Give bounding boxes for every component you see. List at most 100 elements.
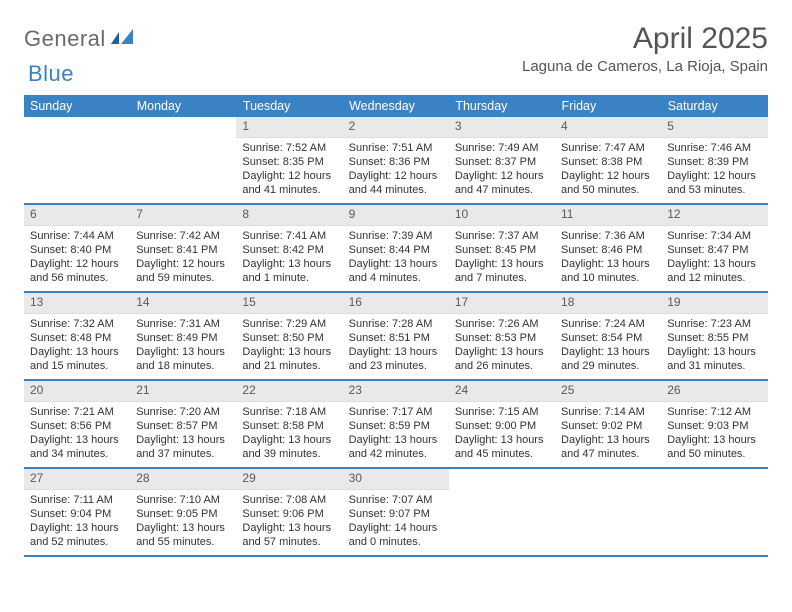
sunrise-text: Sunrise: 7:41 AM — [242, 229, 336, 243]
daylight-text: Daylight: 12 hours and 47 minutes. — [455, 169, 549, 198]
day-details: Sunrise: 7:39 AMSunset: 8:44 PMDaylight:… — [343, 226, 449, 290]
day-number: 19 — [661, 293, 767, 314]
day-details: Sunrise: 7:46 AMSunset: 8:39 PMDaylight:… — [661, 138, 767, 202]
day-details: Sunrise: 7:51 AMSunset: 8:36 PMDaylight:… — [343, 138, 449, 202]
day-number: 30 — [343, 469, 449, 490]
calendar-cell: 12Sunrise: 7:34 AMSunset: 8:47 PMDayligh… — [661, 204, 767, 292]
calendar-week: 20Sunrise: 7:21 AMSunset: 8:56 PMDayligh… — [24, 380, 768, 468]
day-details: Sunrise: 7:07 AMSunset: 9:07 PMDaylight:… — [343, 490, 449, 554]
calendar-cell: 30Sunrise: 7:07 AMSunset: 9:07 PMDayligh… — [343, 468, 449, 556]
day-details: Sunrise: 7:41 AMSunset: 8:42 PMDaylight:… — [236, 226, 342, 290]
sunset-text: Sunset: 8:56 PM — [30, 419, 124, 433]
calendar-cell — [24, 117, 130, 204]
logo-sails-icon — [109, 28, 135, 51]
day-number: 16 — [343, 293, 449, 314]
col-sunday: Sunday — [24, 95, 130, 117]
calendar-cell: 1Sunrise: 7:52 AMSunset: 8:35 PMDaylight… — [236, 117, 342, 204]
daylight-text: Daylight: 13 hours and 26 minutes. — [455, 345, 549, 374]
day-details: Sunrise: 7:11 AMSunset: 9:04 PMDaylight:… — [24, 490, 130, 554]
day-details: Sunrise: 7:34 AMSunset: 8:47 PMDaylight:… — [661, 226, 767, 290]
day-number: 15 — [236, 293, 342, 314]
daylight-text: Daylight: 13 hours and 57 minutes. — [242, 521, 336, 550]
sunrise-text: Sunrise: 7:17 AM — [349, 405, 443, 419]
sunrise-text: Sunrise: 7:42 AM — [136, 229, 230, 243]
day-number: 3 — [449, 117, 555, 138]
day-details: Sunrise: 7:15 AMSunset: 9:00 PMDaylight:… — [449, 402, 555, 466]
daylight-text: Daylight: 13 hours and 39 minutes. — [242, 433, 336, 462]
calendar-cell: 27Sunrise: 7:11 AMSunset: 9:04 PMDayligh… — [24, 468, 130, 556]
sunset-text: Sunset: 8:57 PM — [136, 419, 230, 433]
sunrise-text: Sunrise: 7:44 AM — [30, 229, 124, 243]
day-details: Sunrise: 7:14 AMSunset: 9:02 PMDaylight:… — [555, 402, 661, 466]
calendar-cell: 18Sunrise: 7:24 AMSunset: 8:54 PMDayligh… — [555, 292, 661, 380]
sunrise-text: Sunrise: 7:39 AM — [349, 229, 443, 243]
sunrise-text: Sunrise: 7:15 AM — [455, 405, 549, 419]
sunrise-text: Sunrise: 7:52 AM — [242, 141, 336, 155]
day-details: Sunrise: 7:44 AMSunset: 8:40 PMDaylight:… — [24, 226, 130, 290]
day-details: Sunrise: 7:24 AMSunset: 8:54 PMDaylight:… — [555, 314, 661, 378]
sunrise-text: Sunrise: 7:49 AM — [455, 141, 549, 155]
calendar-cell: 8Sunrise: 7:41 AMSunset: 8:42 PMDaylight… — [236, 204, 342, 292]
calendar-cell — [449, 468, 555, 556]
day-number: 26 — [661, 381, 767, 402]
daylight-text: Daylight: 12 hours and 44 minutes. — [349, 169, 443, 198]
day-details: Sunrise: 7:36 AMSunset: 8:46 PMDaylight:… — [555, 226, 661, 290]
sunset-text: Sunset: 9:02 PM — [561, 419, 655, 433]
title-block: April 2025 Laguna de Cameros, La Rioja, … — [522, 22, 768, 75]
day-number: 23 — [343, 381, 449, 402]
sunset-text: Sunset: 9:03 PM — [667, 419, 761, 433]
sunset-text: Sunset: 8:44 PM — [349, 243, 443, 257]
sunrise-text: Sunrise: 7:23 AM — [667, 317, 761, 331]
daylight-text: Daylight: 13 hours and 52 minutes. — [30, 521, 124, 550]
sunset-text: Sunset: 9:07 PM — [349, 507, 443, 521]
daylight-text: Daylight: 13 hours and 34 minutes. — [30, 433, 124, 462]
col-wednesday: Wednesday — [343, 95, 449, 117]
calendar-cell: 26Sunrise: 7:12 AMSunset: 9:03 PMDayligh… — [661, 380, 767, 468]
daylight-text: Daylight: 13 hours and 29 minutes. — [561, 345, 655, 374]
day-details: Sunrise: 7:10 AMSunset: 9:05 PMDaylight:… — [130, 490, 236, 554]
calendar-cell: 13Sunrise: 7:32 AMSunset: 8:48 PMDayligh… — [24, 292, 130, 380]
daylight-text: Daylight: 13 hours and 42 minutes. — [349, 433, 443, 462]
sunrise-text: Sunrise: 7:32 AM — [30, 317, 124, 331]
day-details: Sunrise: 7:21 AMSunset: 8:56 PMDaylight:… — [24, 402, 130, 466]
sunset-text: Sunset: 8:37 PM — [455, 155, 549, 169]
sunset-text: Sunset: 8:59 PM — [349, 419, 443, 433]
sunset-text: Sunset: 8:39 PM — [667, 155, 761, 169]
day-number: 14 — [130, 293, 236, 314]
sunrise-text: Sunrise: 7:08 AM — [242, 493, 336, 507]
logo-text-general: General — [24, 26, 106, 52]
calendar-cell: 6Sunrise: 7:44 AMSunset: 8:40 PMDaylight… — [24, 204, 130, 292]
sunrise-text: Sunrise: 7:10 AM — [136, 493, 230, 507]
day-number: 24 — [449, 381, 555, 402]
day-number: 29 — [236, 469, 342, 490]
day-details: Sunrise: 7:31 AMSunset: 8:49 PMDaylight:… — [130, 314, 236, 378]
location-text: Laguna de Cameros, La Rioja, Spain — [522, 58, 768, 75]
col-thursday: Thursday — [449, 95, 555, 117]
day-number: 13 — [24, 293, 130, 314]
calendar-body: 1Sunrise: 7:52 AMSunset: 8:35 PMDaylight… — [24, 117, 768, 556]
day-details: Sunrise: 7:20 AMSunset: 8:57 PMDaylight:… — [130, 402, 236, 466]
calendar-cell: 16Sunrise: 7:28 AMSunset: 8:51 PMDayligh… — [343, 292, 449, 380]
day-number: 12 — [661, 205, 767, 226]
sunrise-text: Sunrise: 7:31 AM — [136, 317, 230, 331]
calendar-cell: 14Sunrise: 7:31 AMSunset: 8:49 PMDayligh… — [130, 292, 236, 380]
sunrise-text: Sunrise: 7:46 AM — [667, 141, 761, 155]
calendar-cell: 3Sunrise: 7:49 AMSunset: 8:37 PMDaylight… — [449, 117, 555, 204]
day-details: Sunrise: 7:49 AMSunset: 8:37 PMDaylight:… — [449, 138, 555, 202]
calendar-cell: 7Sunrise: 7:42 AMSunset: 8:41 PMDaylight… — [130, 204, 236, 292]
daylight-text: Daylight: 13 hours and 31 minutes. — [667, 345, 761, 374]
daylight-text: Daylight: 13 hours and 12 minutes. — [667, 257, 761, 286]
daylight-text: Daylight: 13 hours and 47 minutes. — [561, 433, 655, 462]
calendar-page: General April 2025 Laguna de Cameros, La… — [0, 0, 792, 577]
sunrise-text: Sunrise: 7:21 AM — [30, 405, 124, 419]
calendar-cell: 23 Sunrise: 7:17 AMSunset: 8:59 PMDayligh… — [343, 380, 449, 468]
calendar-cell: 24Sunrise: 7:15 AMSunset: 9:00 PMDayligh… — [449, 380, 555, 468]
sunset-text: Sunset: 8:54 PM — [561, 331, 655, 345]
sunset-text: Sunset: 8:45 PM — [455, 243, 549, 257]
sunset-text: Sunset: 8:53 PM — [455, 331, 549, 345]
daylight-text: Daylight: 14 hours and 0 minutes. — [349, 521, 443, 550]
calendar-cell — [555, 468, 661, 556]
day-details: Sunrise: 7:08 AMSunset: 9:06 PMDaylight:… — [236, 490, 342, 554]
daylight-text: Daylight: 13 hours and 1 minute. — [242, 257, 336, 286]
sunset-text: Sunset: 8:35 PM — [242, 155, 336, 169]
